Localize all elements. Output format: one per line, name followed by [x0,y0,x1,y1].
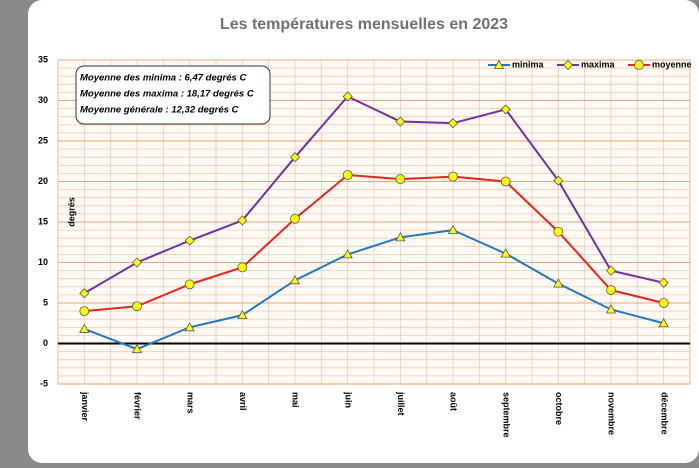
x-tick-label: novembre [607,392,617,435]
marker [342,170,353,180]
x-tick-label: septembre [501,392,511,438]
marker [289,152,301,163]
chart-title: Les températures mensuelles en 2023 [220,16,508,33]
y-tick-label: 5 [43,297,48,307]
x-tick-label: janvier [80,391,90,422]
marker [606,285,616,295]
marker [131,343,143,354]
x-tick-label: octobre [554,392,564,425]
y-tick-label: 35 [38,54,48,64]
marker [500,176,511,187]
marker [79,306,90,317]
marker [395,232,406,242]
y-tick-label: 10 [38,257,48,267]
marker [289,275,301,285]
marker [132,301,142,312]
marker [553,226,564,237]
marker [634,60,644,70]
marker [184,279,195,290]
marker [290,213,300,224]
marker [658,277,669,288]
marker [184,321,195,332]
marker [493,59,505,69]
legend-label: minima [512,59,545,69]
marker [447,224,459,235]
annotation: Moyenne des maxima : 18,17 degrés C [80,89,254,100]
y-axis-label: degrés [66,197,76,227]
x-tick-label: avril [238,392,248,411]
marker [342,249,353,259]
marker [562,59,574,71]
y-tick-label: 0 [43,338,48,348]
x-tick-label: février [133,392,143,420]
y-tick-label: 20 [38,176,48,186]
marker [131,257,143,268]
y-tick-label: -5 [40,378,48,388]
marker [342,91,353,102]
marker [184,235,195,246]
marker [395,116,406,127]
marker [237,309,248,320]
marker [553,175,564,186]
series-line [83,95,664,295]
marker [237,215,248,226]
marker [79,323,90,333]
marker [658,317,669,328]
marker [500,104,511,115]
y-tick-label: 15 [38,216,48,226]
legend-label: maxima [581,59,616,69]
annotation: Moyenne des minima : 6,47 degrés C [80,73,246,84]
marker [237,262,248,273]
series-line [84,173,664,313]
x-tick-label: juillet [396,391,406,416]
marker [658,298,669,308]
annotation-box [75,65,271,125]
marker [500,248,511,258]
marker [448,171,458,182]
marker [447,118,459,129]
x-tick-label: juin [343,391,353,408]
x-tick-label: mars [185,392,195,414]
marker [553,278,564,288]
series-line [83,229,664,351]
x-tick-label: mai [291,392,301,408]
legend-label: moyenne [652,59,692,69]
marker [605,304,617,314]
y-tick-label: 30 [38,95,48,105]
annotation: Moyenne générale : 12,32 degrés C [80,105,239,116]
marker [605,265,617,276]
marker [79,288,90,299]
x-tick-label: août [449,392,459,411]
y-tick-label: 25 [38,135,48,145]
marker [395,174,406,184]
x-tick-label: décembre [659,392,669,435]
